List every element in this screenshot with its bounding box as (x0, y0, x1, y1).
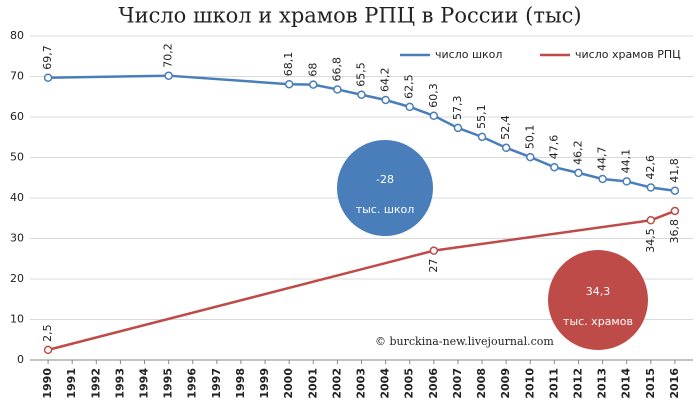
data-point (381, 95, 390, 105)
x-tick-label: 1990 (41, 368, 54, 399)
watermark: © burckina-new.livejournal.com (375, 335, 554, 348)
data-point (670, 206, 680, 216)
y-tick-label: 40 (10, 191, 24, 204)
x-tick-label: 2015 (644, 368, 657, 399)
data-label: 44,1 (620, 149, 633, 174)
x-tick-label: 2016 (668, 368, 681, 399)
y-tick-label: 10 (10, 313, 24, 326)
data-label: 52,4 (499, 115, 512, 140)
data-point (670, 186, 680, 195)
data-label: 69,7 (41, 45, 54, 70)
data-label: 44,7 (596, 146, 609, 171)
x-tick-label: 2007 (451, 368, 464, 399)
y-tick-label: 60 (10, 110, 24, 123)
x-tick-label: 2006 (427, 368, 440, 399)
data-label: 62,5 (403, 74, 416, 99)
series-line (47, 209, 676, 352)
x-tick-label: 2003 (355, 368, 368, 399)
data-point (43, 73, 53, 82)
data-point (646, 216, 656, 225)
data-point (43, 345, 53, 355)
data-label: 57,3 (451, 95, 464, 120)
data-point (405, 102, 414, 112)
data-point (574, 168, 583, 178)
x-tick-label: 2014 (620, 368, 633, 399)
x-tick-label: 1993 (113, 368, 126, 399)
x-tick-label: 2000 (282, 368, 295, 399)
annotation-text: -28 (376, 173, 394, 186)
data-point (598, 174, 607, 184)
data-label: 68,1 (282, 52, 295, 77)
data-point (526, 152, 535, 162)
x-tick-label: 2013 (596, 368, 609, 399)
data-label: 66,8 (330, 57, 343, 82)
chart-title: Число школ и храмов РПЦ в России (тыс) (118, 4, 581, 28)
data-point (429, 111, 439, 121)
annotation-circle (548, 250, 648, 350)
y-tick-label: 30 (10, 232, 24, 245)
x-tick-label: 1999 (258, 368, 271, 399)
data-label: 65,5 (355, 62, 368, 87)
data-point (164, 71, 173, 80)
data-label: 36,8 (668, 219, 681, 244)
data-point (477, 132, 487, 142)
data-point (550, 162, 559, 172)
data-label: 2,5 (41, 324, 54, 342)
data-label: 60,3 (427, 83, 440, 108)
data-point (357, 90, 366, 99)
y-tick-label: 80 (10, 29, 24, 42)
x-tick-label: 2005 (403, 368, 416, 399)
x-tick-label: 1991 (65, 368, 78, 399)
data-point (333, 85, 342, 94)
data-label: 47,6 (547, 135, 560, 160)
data-label: 41,8 (668, 158, 681, 183)
data-label: 55,1 (475, 104, 488, 129)
x-tick-label: 1997 (210, 368, 223, 399)
data-label: 64,2 (379, 67, 392, 92)
data-point (622, 177, 631, 186)
data-label: 70,2 (162, 43, 175, 68)
annotation-subtext: тыс. школ (356, 203, 415, 216)
x-tick-label: 2004 (379, 368, 392, 399)
data-point (453, 123, 463, 133)
x-tick-label: 1995 (162, 368, 175, 399)
data-label: 50,1 (523, 125, 536, 150)
x-tick-label: 2012 (571, 368, 584, 399)
x-tick-label: 1996 (186, 368, 199, 399)
data-label: 34,5 (644, 228, 657, 253)
legend-label: число храмов РПЦ (575, 48, 681, 61)
x-tick-label: 1998 (234, 368, 247, 399)
y-tick-label: 0 (17, 353, 24, 366)
x-tick-label: 2010 (523, 368, 536, 399)
data-point (284, 79, 294, 89)
x-tick-label: 1994 (138, 368, 151, 399)
data-point (646, 183, 656, 192)
data-point (309, 80, 318, 89)
annotation-text: 34,3 (586, 285, 611, 298)
x-tick-label: 1992 (89, 368, 102, 399)
data-label: 46,2 (571, 140, 584, 165)
y-tick-label: 50 (10, 151, 24, 164)
x-tick-label: 2008 (475, 368, 488, 399)
data-point (501, 143, 511, 153)
x-tick-label: 2002 (330, 368, 343, 399)
data-point (429, 246, 439, 255)
annotation-subtext: тыс. храмов (563, 315, 633, 328)
data-label: 27 (427, 259, 440, 273)
data-label: 42,6 (644, 155, 657, 180)
legend-label: число школ (435, 48, 502, 61)
x-tick-label: 2011 (547, 368, 560, 399)
y-tick-label: 20 (10, 272, 24, 285)
y-tick-label: 70 (10, 70, 24, 83)
data-label: 68 (306, 63, 319, 77)
x-tick-label: 2009 (499, 368, 512, 399)
x-tick-label: 2001 (306, 368, 319, 399)
annotation-circle (337, 140, 433, 236)
